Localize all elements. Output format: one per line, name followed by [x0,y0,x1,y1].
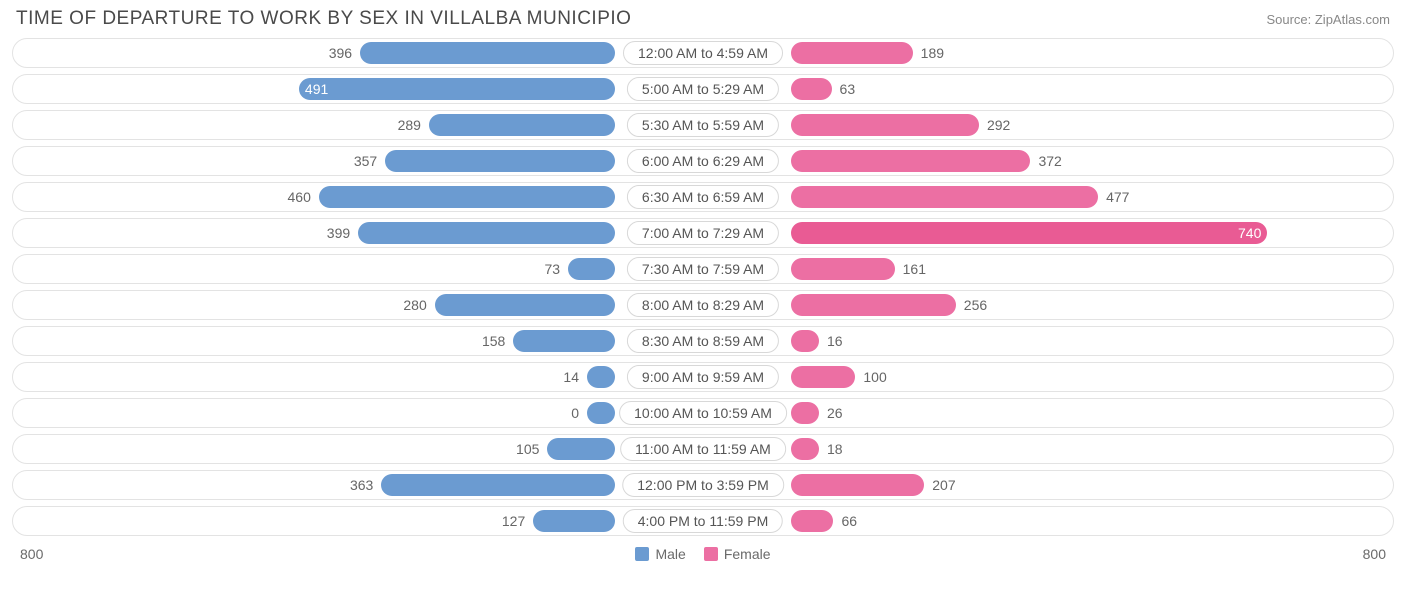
female-value: 26 [827,405,843,421]
row-category-label: 4:00 PM to 11:59 PM [623,509,783,533]
row-category-label: 9:00 AM to 9:59 AM [627,365,779,389]
axis-right-max: 800 [1363,546,1386,562]
chart-title: TIME OF DEPARTURE TO WORK BY SEX IN VILL… [16,8,631,30]
male-value: 396 [329,45,352,61]
male-value: 127 [502,513,525,529]
chart-row: 11:00 AM to 11:59 AM 105 18 [12,434,1394,464]
female-bar [791,114,979,136]
chart-row: 8:00 AM to 8:29 AM 280 256 [12,290,1394,320]
chart-footer: 800 Male Female 800 [12,542,1394,562]
female-value: 740 [1238,225,1261,241]
female-bar [791,510,833,532]
chart-row: 6:30 AM to 6:59 AM 460 477 [12,182,1394,212]
chart-area: 12:00 AM to 4:59 AM 396 189 5:00 AM to 5:29… [12,38,1394,536]
male-value: 158 [482,333,505,349]
chart-row: 7:00 AM to 7:29 AM 399 740 [12,218,1394,248]
female-bar [791,330,819,352]
female-value: 100 [863,369,886,385]
male-bar [385,150,615,172]
female-bar [791,150,1030,172]
chart-row: 12:00 AM to 4:59 AM 396 189 [12,38,1394,68]
male-value: 460 [288,189,311,205]
male-bar [319,186,615,208]
male-bar [429,114,615,136]
female-bar [791,402,819,424]
male-bar [381,474,615,496]
chart-source: Source: ZipAtlas.com [1266,12,1390,27]
male-value: 399 [327,225,350,241]
row-category-label: 10:00 AM to 10:59 AM [619,401,787,425]
row-category-label: 6:30 AM to 6:59 AM [627,185,779,209]
chart-row: 7:30 AM to 7:59 AM 73 161 [12,254,1394,284]
chart-row: 6:00 AM to 6:29 AM 357 372 [12,146,1394,176]
female-value: 292 [987,117,1010,133]
legend-label: Male [655,546,685,562]
female-value: 207 [932,477,955,493]
male-bar [568,258,615,280]
female-bar [791,42,913,64]
male-bar: 491 [299,78,615,100]
legend-item: Female [704,546,771,562]
male-bar [435,294,615,316]
male-bar [358,222,615,244]
female-value: 477 [1106,189,1129,205]
male-value: 0 [571,405,579,421]
female-value: 66 [841,513,857,529]
male-value: 105 [516,441,539,457]
row-category-label: 11:00 AM to 11:59 AM [620,437,786,461]
row-category-label: 7:30 AM to 7:59 AM [627,257,779,281]
legend-item: Male [635,546,685,562]
row-category-label: 8:30 AM to 8:59 AM [627,329,779,353]
legend-label: Female [724,546,771,562]
legend-swatch [704,547,718,561]
chart-row: 5:30 AM to 5:59 AM 289 292 [12,110,1394,140]
female-value: 63 [840,81,856,97]
male-value: 73 [544,261,560,277]
male-bar [360,42,615,64]
male-bar [513,330,615,352]
female-value: 256 [964,297,987,313]
male-bar [587,366,615,388]
male-bar [533,510,615,532]
female-value: 372 [1038,153,1061,169]
female-value: 161 [903,261,926,277]
row-category-label: 7:00 AM to 7:29 AM [627,221,779,245]
chart-header: TIME OF DEPARTURE TO WORK BY SEX IN VILL… [12,8,1394,38]
male-value: 491 [305,81,328,97]
chart-row: 9:00 AM to 9:59 AM 14 100 [12,362,1394,392]
legend-swatch [635,547,649,561]
chart-row: 12:00 PM to 3:59 PM 363 207 [12,470,1394,500]
row-category-label: 8:00 AM to 8:29 AM [627,293,779,317]
female-value: 189 [921,45,944,61]
chart-row: 4:00 PM to 11:59 PM 127 66 [12,506,1394,536]
chart-row: 8:30 AM to 8:59 AM 158 16 [12,326,1394,356]
female-bar [791,78,832,100]
male-bar [547,438,615,460]
chart-row: 10:00 AM to 10:59 AM 0 26 [12,398,1394,428]
row-category-label: 12:00 AM to 4:59 AM [623,41,783,65]
row-category-label: 12:00 PM to 3:59 PM [622,473,784,497]
axis-left-max: 800 [20,546,43,562]
male-value: 280 [403,297,426,313]
legend: Male Female [635,546,770,562]
male-value: 357 [354,153,377,169]
female-value: 16 [827,333,843,349]
male-value: 289 [398,117,421,133]
male-value: 363 [350,477,373,493]
row-category-label: 5:30 AM to 5:59 AM [627,113,779,137]
male-bar [587,402,615,424]
female-bar [791,258,895,280]
row-category-label: 5:00 AM to 5:29 AM [627,77,779,101]
female-bar [791,366,855,388]
female-bar [791,438,819,460]
female-bar [791,474,924,496]
female-bar [791,294,956,316]
male-value: 14 [563,369,579,385]
female-bar [791,186,1098,208]
female-bar: 740 [791,222,1267,244]
chart-row: 5:00 AM to 5:29 AM 491 63 [12,74,1394,104]
female-value: 18 [827,441,843,457]
row-category-label: 6:00 AM to 6:29 AM [627,149,779,173]
